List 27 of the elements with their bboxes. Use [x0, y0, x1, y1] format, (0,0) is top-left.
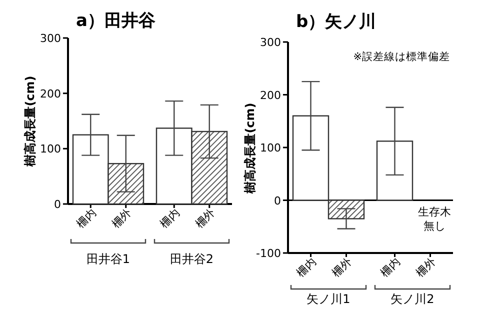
y-tick-label: 0: [274, 194, 281, 208]
y-tick-label: 0: [54, 198, 61, 211]
y-tick-label: 100: [40, 142, 61, 156]
y-tick-label: 200: [40, 87, 61, 100]
annotation: 生存木無し: [418, 205, 451, 232]
chart-title: b）矢ノ川: [296, 12, 376, 32]
y-axis-title: 樹高成長量(cm): [23, 76, 37, 168]
y-tick-label: 100: [260, 142, 281, 154]
x-tick-label: 柵内: [158, 206, 182, 231]
chart-title: a）田井谷: [76, 11, 156, 31]
x-tick-label: 柵内: [74, 206, 99, 231]
x-tick-label: 柵外: [109, 206, 134, 231]
annotation: ※誤差線は標準偏差: [353, 50, 450, 63]
y-tick-label: 300: [40, 32, 61, 45]
x-tick-label: 柵内: [294, 254, 319, 280]
x-tick-label: 柵外: [414, 254, 438, 280]
text: 矢ノ川1: [306, 292, 350, 306]
y-tick-label: -100: [256, 247, 281, 260]
text: 矢ノ川2: [390, 292, 434, 306]
x-tick-label: 柵外: [330, 254, 354, 280]
y-tick-label: 200: [260, 88, 281, 102]
text: 田井谷1: [86, 252, 130, 266]
x-tick-label: 柵内: [378, 254, 403, 280]
y-axis-title: 樹高成長量(cm): [243, 102, 257, 194]
text: 田井谷2: [170, 252, 214, 266]
y-tick-label: 300: [260, 36, 281, 49]
x-tick-label: 柵外: [192, 206, 218, 231]
